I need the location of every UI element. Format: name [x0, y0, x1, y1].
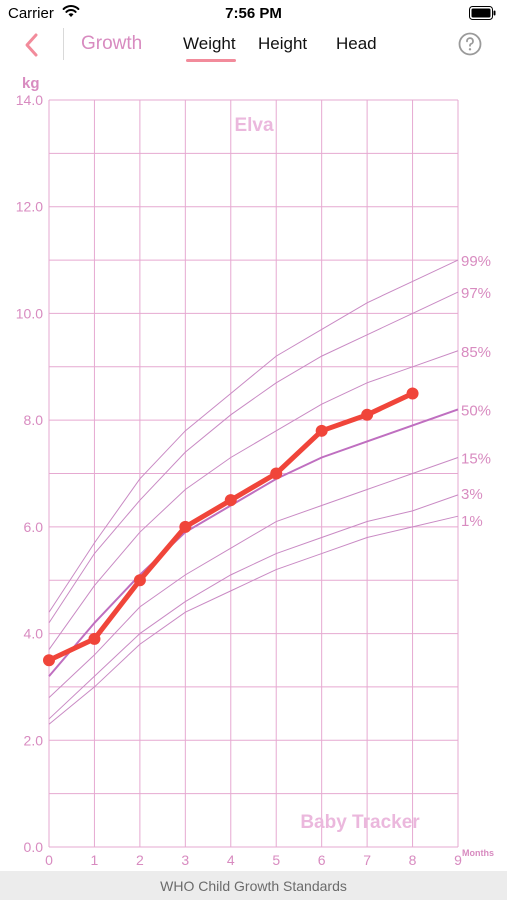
percentile-label: 3% — [461, 486, 483, 503]
weight-data-point — [224, 494, 237, 507]
carrier-label: Carrier — [8, 5, 54, 22]
percentile-curve — [48, 291, 459, 624]
chart-title: Elva — [234, 115, 274, 136]
growth-chart: 0.0 2.0 4.0 6.0 8.0 10.0 12.0 14.0 0 1 2 3 4 5 6 7 8 9 kg M… — [16, 75, 494, 868]
percentile-label: 50% — [461, 402, 491, 419]
x-tick-label: 5 — [272, 852, 280, 868]
weight-data-point — [179, 520, 192, 533]
percentile-label: 15% — [461, 450, 491, 467]
x-tick-label: 4 — [227, 852, 235, 868]
y-tick-label: 8.0 — [24, 412, 44, 428]
tab-head[interactable]: Head — [336, 34, 377, 53]
x-tick-label: 6 — [318, 852, 326, 868]
weight-data-point — [270, 467, 283, 480]
active-tab-indicator — [186, 59, 236, 62]
status-bar: Carrier 7:56 PM — [0, 0, 507, 28]
percentile-curve — [48, 515, 459, 725]
weight-data-point — [361, 408, 374, 421]
x-tick-label: 3 — [181, 852, 189, 868]
percentile-label: 99% — [461, 253, 491, 270]
wifi-icon — [62, 5, 80, 17]
help-icon[interactable] — [458, 32, 482, 56]
x-tick-label: 7 — [363, 852, 371, 868]
footer-text: WHO Child Growth Standards — [160, 878, 347, 894]
percentile-label: 97% — [461, 285, 491, 302]
tab-height[interactable]: Height — [258, 34, 308, 53]
percentile-curve — [48, 259, 459, 613]
status-time: 7:56 PM — [225, 5, 282, 22]
page-title: Growth — [81, 33, 143, 54]
x-tick-label: 9 — [454, 852, 462, 868]
y-tick-label: 6.0 — [24, 519, 44, 535]
percentile-curve — [48, 408, 459, 677]
nav-divider — [63, 28, 64, 60]
percentile-curve — [48, 494, 459, 720]
y-axis-label: kg — [22, 75, 40, 92]
x-axis-label: Months — [462, 848, 494, 858]
y-tick-label: 2.0 — [24, 732, 44, 748]
weight-data-point — [88, 632, 101, 645]
y-tick-label: 10.0 — [16, 305, 43, 321]
x-tick-label: 8 — [409, 852, 417, 868]
x-tick-label: 1 — [91, 852, 99, 868]
percentile-label: 1% — [461, 513, 483, 530]
weight-data-point — [406, 387, 419, 400]
percentile-label: 85% — [461, 344, 491, 361]
y-tick-label: 12.0 — [16, 199, 43, 215]
battery-icon — [469, 6, 496, 20]
weight-data-point — [315, 424, 328, 437]
y-tick-label: 0.0 — [24, 839, 44, 855]
footer: WHO Child Growth Standards — [0, 871, 507, 900]
nav-bar: Growth Weight Height Head — [0, 28, 507, 72]
x-tick-label: 2 — [136, 852, 144, 868]
x-tick-label: 0 — [45, 852, 53, 868]
tab-weight[interactable]: Weight — [183, 34, 236, 53]
percentile-curve — [48, 350, 459, 650]
percentile-curve — [48, 457, 459, 698]
weight-data-point — [133, 574, 146, 587]
back-icon[interactable] — [18, 30, 48, 60]
y-tick-label: 14.0 — [16, 92, 43, 108]
chart-watermark: Baby Tracker — [300, 812, 420, 833]
y-tick-label: 4.0 — [24, 626, 44, 642]
weight-data-point — [43, 654, 55, 667]
